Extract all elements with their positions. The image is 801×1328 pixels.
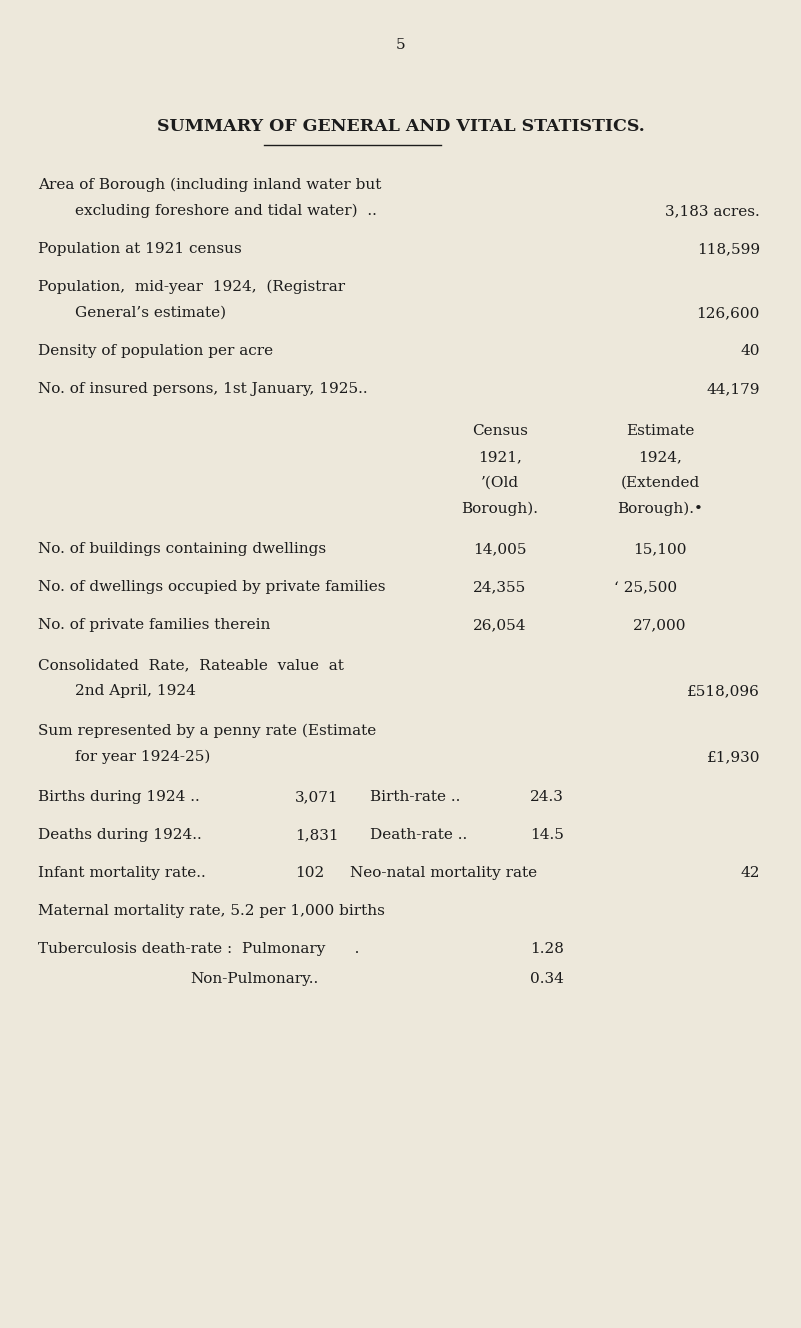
Text: Non-Pulmonary..: Non-Pulmonary.. (190, 972, 318, 985)
Text: Birth-rate ..: Birth-rate .. (370, 790, 461, 803)
Text: Death-rate ..: Death-rate .. (370, 827, 467, 842)
Text: SUMMARY OF GENERAL AND VITAL STATISTICS.: SUMMARY OF GENERAL AND VITAL STATISTICS. (157, 118, 644, 135)
Text: 1,831: 1,831 (295, 827, 339, 842)
Text: 3,071: 3,071 (295, 790, 339, 803)
Text: £1,930: £1,930 (706, 750, 760, 764)
Text: 1924,: 1924, (638, 450, 682, 463)
Text: Population,  mid-year  1924,  (Registrar: Population, mid-year 1924, (Registrar (38, 280, 345, 295)
Text: 42: 42 (740, 866, 760, 880)
Text: Consolidated  Rate,  Rateable  value  at: Consolidated Rate, Rateable value at (38, 657, 344, 672)
Text: 24,355: 24,355 (473, 580, 526, 594)
Text: Borough).: Borough). (461, 502, 538, 517)
Text: Births during 1924 ..: Births during 1924 .. (38, 790, 199, 803)
Text: 5: 5 (396, 39, 405, 52)
Text: Density of population per acre: Density of population per acre (38, 344, 385, 359)
Text: Census: Census (472, 424, 528, 438)
Text: 118,599: 118,599 (697, 242, 760, 256)
Text: Population at 1921 census: Population at 1921 census (38, 242, 359, 256)
Text: No. of private families therein: No. of private families therein (38, 618, 348, 632)
Text: Deaths during 1924..: Deaths during 1924.. (38, 827, 202, 842)
Text: Tuberculosis death-rate :  Pulmonary      .: Tuberculosis death-rate : Pulmonary . (38, 942, 360, 956)
Text: No. of buildings containing dwellings: No. of buildings containing dwellings (38, 542, 356, 556)
Text: 14.5: 14.5 (530, 827, 564, 842)
Text: excluding foreshore and tidal water)  ..: excluding foreshore and tidal water) .. (75, 205, 377, 218)
Text: General’s estimate): General’s estimate) (75, 305, 372, 320)
Text: 44,179: 44,179 (706, 382, 760, 396)
Text: (Extended: (Extended (621, 475, 699, 490)
Text: 27,000: 27,000 (634, 618, 686, 632)
Text: 126,600: 126,600 (697, 305, 760, 320)
Text: No. of insured persons, 1st January, 1925..: No. of insured persons, 1st January, 192… (38, 382, 368, 396)
Text: 15,100: 15,100 (634, 542, 686, 556)
Text: 2nd April, 1924: 2nd April, 1924 (75, 684, 367, 699)
Text: £518,096: £518,096 (687, 684, 760, 699)
Text: 40: 40 (740, 344, 760, 359)
Text: 1.28: 1.28 (530, 942, 564, 956)
Text: ‘ 25,500: ‘ 25,500 (614, 580, 678, 594)
Text: 1921,: 1921, (478, 450, 522, 463)
Text: No. of dwellings occupied by private families: No. of dwellings occupied by private fam… (38, 580, 385, 594)
Text: Neo-natal mortality rate: Neo-natal mortality rate (350, 866, 537, 880)
Text: 14,005: 14,005 (473, 542, 527, 556)
Text: Borough).•: Borough).• (617, 502, 703, 517)
Text: 3,183 acres.: 3,183 acres. (666, 205, 760, 218)
Text: Sum represented by a penny rate (Estimate: Sum represented by a penny rate (Estimat… (38, 724, 376, 738)
Text: Maternal mortality rate, 5.2 per 1,000 births: Maternal mortality rate, 5.2 per 1,000 b… (38, 904, 384, 918)
Text: for year 1924-25): for year 1924-25) (75, 750, 381, 765)
Text: 26,054: 26,054 (473, 618, 527, 632)
Text: 0.34: 0.34 (530, 972, 564, 985)
Text: Area of Borough (including inland water but: Area of Borough (including inland water … (38, 178, 381, 193)
Text: ’(Old: ’(Old (481, 475, 519, 490)
Text: 24.3: 24.3 (530, 790, 564, 803)
Text: Estimate: Estimate (626, 424, 694, 438)
Text: Infant mortality rate..: Infant mortality rate.. (38, 866, 206, 880)
Text: 102: 102 (295, 866, 324, 880)
